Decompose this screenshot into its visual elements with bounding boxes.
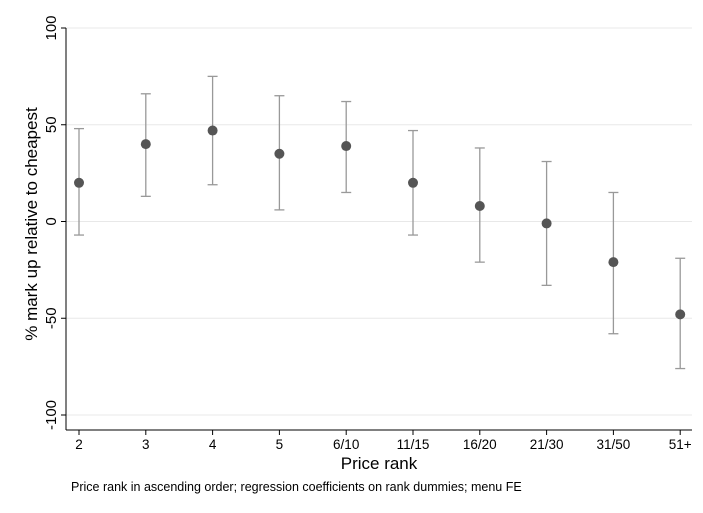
x-tick-label: 11/15 xyxy=(397,437,430,452)
y-tick-label: -50 xyxy=(43,307,60,329)
x-tick-label: 3 xyxy=(142,437,150,452)
data-point xyxy=(474,201,485,212)
x-tick-label: 5 xyxy=(276,437,284,452)
data-point xyxy=(675,309,686,320)
y-ticks: -100 -50 0 50 100 xyxy=(43,15,66,430)
x-tick-label: 4 xyxy=(209,437,217,452)
x-tick-label: 2 xyxy=(75,437,83,452)
data-point xyxy=(207,125,218,136)
grid-layer xyxy=(66,27,692,416)
series xyxy=(74,75,686,370)
x-ticks: 2 3 4 5 6/10 11/15 16/20 21/30 31/50 51+ xyxy=(75,430,692,452)
x-tick-label: 6/10 xyxy=(333,437,359,452)
y-tick-label: -100 xyxy=(43,400,60,430)
x-tick-label: 16/20 xyxy=(463,437,497,452)
x-tick-label: 31/50 xyxy=(597,437,631,452)
x-axis-title: Price rank xyxy=(341,454,418,473)
data-point xyxy=(408,177,418,188)
x-tick-label: 51+ xyxy=(669,437,692,452)
data-point xyxy=(608,257,619,268)
x-tick-label: 21/30 xyxy=(530,437,564,452)
data-point xyxy=(140,139,151,150)
axis-layer xyxy=(65,28,692,431)
data-point xyxy=(541,218,552,229)
y-axis-title: % mark up relative to cheapest xyxy=(22,107,41,341)
data-point xyxy=(74,177,84,188)
y-tick-label: 50 xyxy=(43,116,60,133)
data-point xyxy=(274,148,285,159)
y-tick-label: 100 xyxy=(43,15,60,40)
y-tick-label: 0 xyxy=(43,217,60,225)
chart-note: Price rank in ascending order; regressio… xyxy=(71,480,522,494)
data-point xyxy=(341,141,352,152)
